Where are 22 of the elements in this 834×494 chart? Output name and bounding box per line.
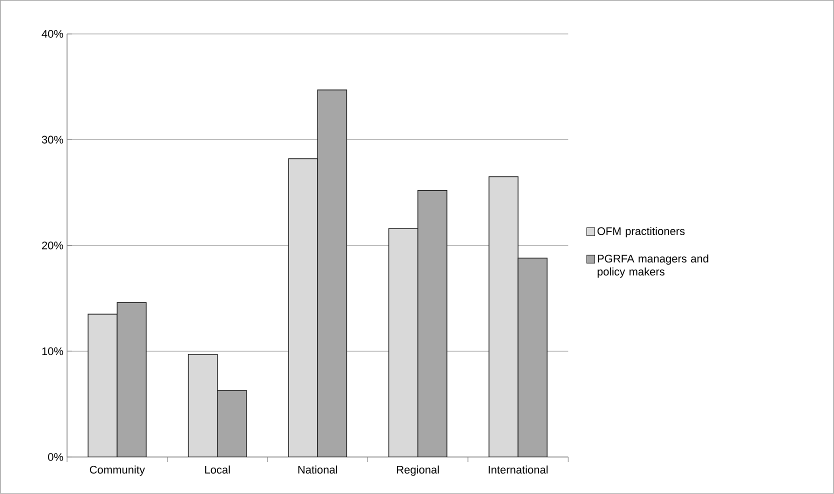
- bar: [518, 258, 548, 458]
- y-tick-label: 30%: [42, 136, 64, 144]
- x-tick-label: Regional: [397, 466, 439, 476]
- legend-label: PGRFA managers and policy makers: [598, 254, 708, 278]
- bar: [488, 176, 518, 458]
- bar: [216, 390, 247, 458]
- y-tick-label: 40%: [42, 30, 64, 38]
- bar: [388, 228, 418, 458]
- y-tick-label: 0%: [48, 453, 64, 461]
- x-tick-label: Local: [205, 466, 230, 474]
- y-tick-label: 20%: [42, 242, 64, 250]
- bar: [417, 190, 448, 458]
- bar: [116, 302, 147, 458]
- y-tick-label: 10%: [42, 347, 64, 356]
- bar: [188, 354, 218, 458]
- bar: [88, 314, 118, 458]
- x-tick-label: Community: [90, 466, 145, 476]
- x-tick-label: National: [298, 466, 338, 474]
- bar: [317, 90, 348, 458]
- bar: [288, 158, 318, 458]
- legend-label: OFM practitioners: [598, 227, 685, 238]
- x-tick-label: International: [488, 466, 548, 474]
